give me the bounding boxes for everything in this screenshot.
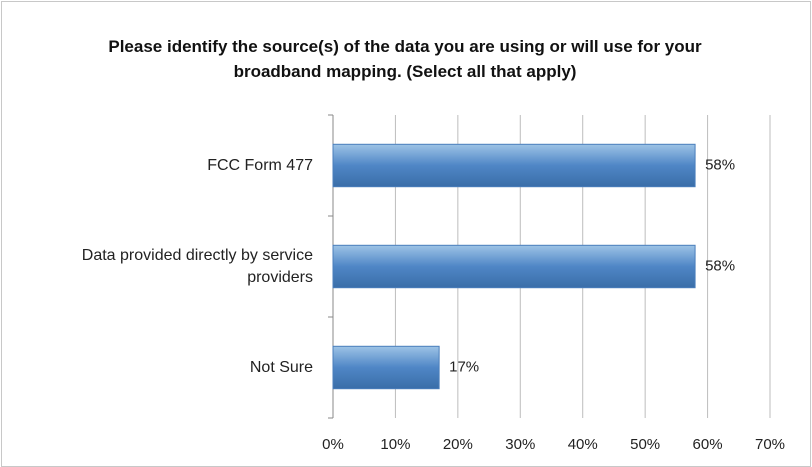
value-label: 58% bbox=[705, 257, 735, 274]
x-tick-label: 10% bbox=[380, 436, 410, 453]
y-tick-label: Not Sure bbox=[249, 358, 313, 376]
x-tick-label: 20% bbox=[443, 436, 473, 453]
bar bbox=[332, 143, 696, 188]
y-tick-label: FCC Form 477 bbox=[207, 156, 313, 174]
x-tick-label: 70% bbox=[755, 436, 785, 453]
bar bbox=[332, 244, 696, 289]
x-tick-label: 60% bbox=[693, 436, 723, 453]
x-tick-label: 50% bbox=[630, 436, 660, 453]
value-label: 17% bbox=[449, 358, 479, 375]
value-label: 58% bbox=[705, 156, 735, 173]
x-tick-label: 0% bbox=[322, 436, 344, 453]
y-tick-label: Data provided directly by service provid… bbox=[81, 246, 313, 286]
bar bbox=[332, 345, 440, 390]
x-tick-label: 40% bbox=[568, 436, 598, 453]
x-tick-label: 30% bbox=[505, 436, 535, 453]
chart-title: Please identify the source(s) of the dat… bbox=[108, 37, 702, 81]
